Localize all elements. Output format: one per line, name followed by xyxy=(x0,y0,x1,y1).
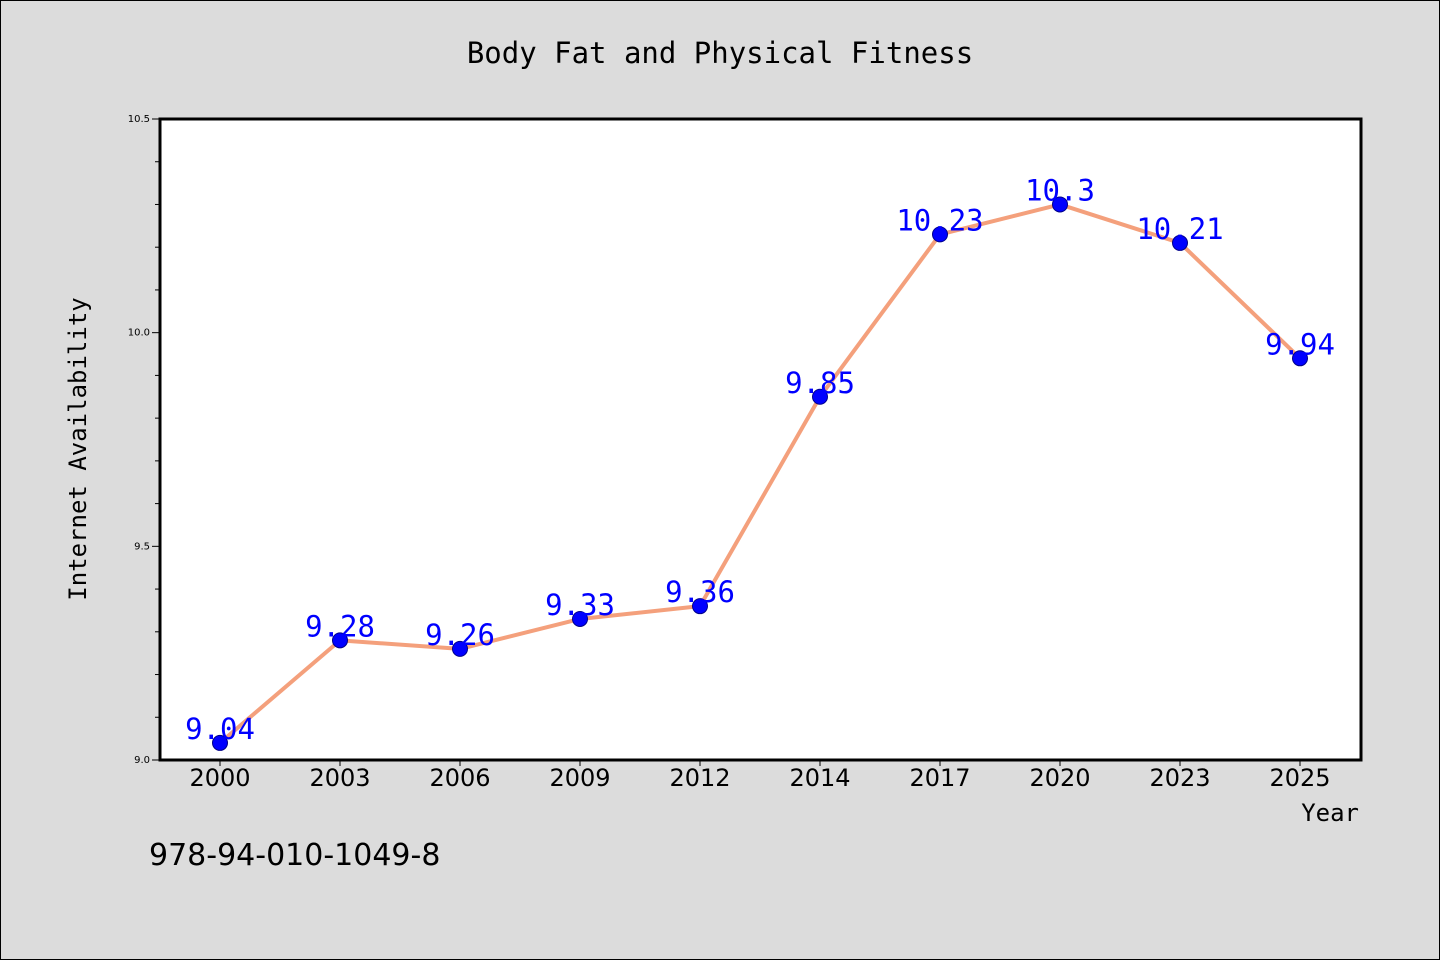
data-point xyxy=(452,640,468,657)
data-label: 10.21 xyxy=(1136,212,1223,246)
data-point xyxy=(1052,196,1068,213)
data-label: 9.04 xyxy=(185,712,255,746)
x-tick-label: 2023 xyxy=(1149,764,1210,792)
plot-area xyxy=(160,119,1361,760)
data-point xyxy=(1172,234,1188,251)
data-label: 9.33 xyxy=(545,588,615,622)
x-axis-label: Year xyxy=(1301,799,1359,827)
x-tick-label: 2003 xyxy=(309,764,370,792)
data-label: 9.85 xyxy=(785,366,855,400)
x-tick-label: 2020 xyxy=(1029,764,1090,792)
data-point xyxy=(572,610,588,627)
x-tick-label: 2009 xyxy=(549,764,610,792)
data-label: 9.94 xyxy=(1265,327,1335,361)
data-point xyxy=(212,734,228,751)
data-point xyxy=(812,388,828,405)
data-label: 9.28 xyxy=(305,609,375,643)
series-line xyxy=(218,202,1302,745)
x-tick-label: 2000 xyxy=(189,764,250,792)
data-label: 10.3 xyxy=(1025,173,1095,207)
plot-frame xyxy=(158,117,1363,762)
y-axis-label: Internet Availability xyxy=(64,297,92,600)
chart-title: Body Fat and Physical Fitness xyxy=(467,36,973,70)
data-point xyxy=(1292,350,1308,367)
data-label: 10.23 xyxy=(896,203,983,237)
isbn-text: 978-94-010-1049-8 xyxy=(149,838,440,873)
data-point xyxy=(692,598,708,615)
x-tick-label: 2012 xyxy=(669,764,730,792)
y-tick-label: 9.0 xyxy=(134,755,150,766)
x-tick-label: 2017 xyxy=(909,764,970,792)
y-tick-label: 9.5 xyxy=(134,541,150,552)
y-tick-label: 10.0 xyxy=(128,328,150,339)
x-tick-label: 2025 xyxy=(1269,764,1330,792)
x-tick-label: 2006 xyxy=(429,764,490,792)
data-label: 9.36 xyxy=(665,575,735,609)
y-tick-label: 10.5 xyxy=(128,114,150,125)
data-label: 9.26 xyxy=(425,618,495,652)
data-point xyxy=(932,226,948,243)
data-point xyxy=(332,632,348,649)
x-tick-label: 2014 xyxy=(789,764,850,792)
